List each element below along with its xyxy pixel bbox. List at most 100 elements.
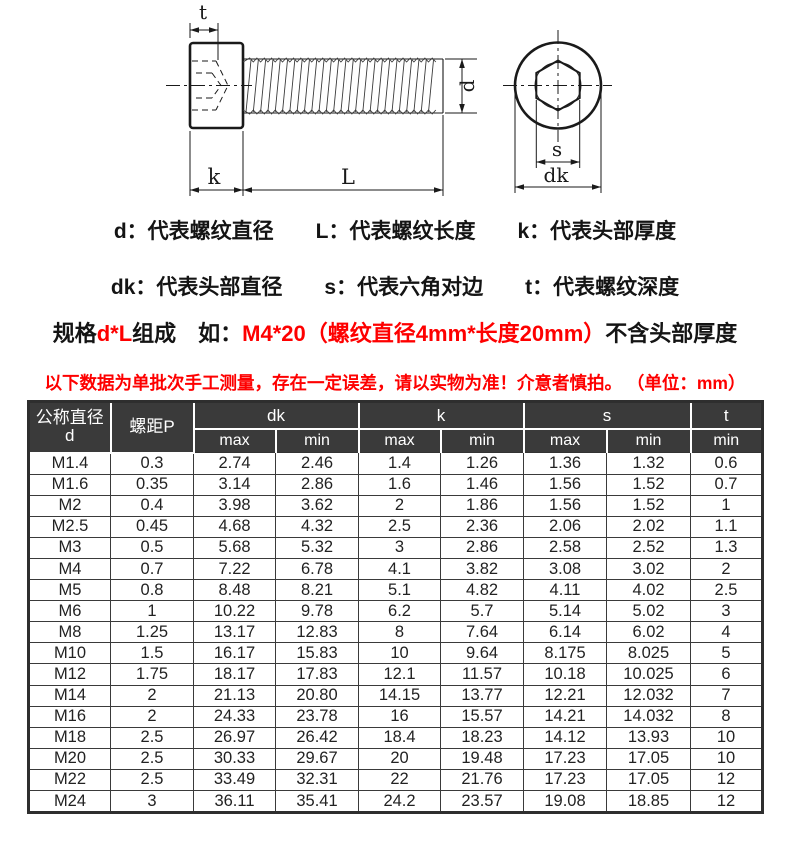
legend-item-k: k：代表头部厚度 bbox=[517, 215, 676, 245]
table-cell: 3.08 bbox=[524, 558, 607, 579]
table-cell: 2 bbox=[691, 558, 763, 579]
table-cell: 8.21 bbox=[276, 580, 359, 601]
spec-segment: M4*20（螺纹直径4mm*长度20mm） bbox=[242, 321, 605, 346]
table-cell: 2 bbox=[359, 495, 441, 516]
table-cell: 2 bbox=[111, 685, 194, 706]
table-cell: M14 bbox=[29, 685, 111, 706]
sub-header-s-max: max bbox=[524, 429, 607, 453]
table-cell: 17.05 bbox=[607, 748, 691, 769]
table-cell: 11.57 bbox=[441, 664, 524, 685]
table-cell: 5 bbox=[691, 643, 763, 664]
legend-item-d: d：代表螺纹直径 bbox=[114, 215, 274, 245]
table-cell: 10 bbox=[691, 727, 763, 748]
sub-header-k-max: max bbox=[359, 429, 441, 453]
table-cell: M18 bbox=[29, 727, 111, 748]
table-row: M202.530.3329.672019.4817.2317.0510 bbox=[29, 748, 763, 769]
table-row: M182.526.9726.4218.418.2314.1213.9310 bbox=[29, 727, 763, 748]
table-cell: 8 bbox=[359, 622, 441, 643]
table-cell: 10.025 bbox=[607, 664, 691, 685]
table-row: M1.60.353.142.861.61.461.561.520.7 bbox=[29, 474, 763, 495]
table-cell: 17.83 bbox=[276, 664, 359, 685]
table-cell: 36.11 bbox=[194, 791, 276, 813]
table-cell: 1.36 bbox=[524, 453, 607, 475]
table-cell: 16 bbox=[359, 706, 441, 727]
table-cell: 1.86 bbox=[441, 495, 524, 516]
dimension-t: t bbox=[190, 0, 218, 60]
col-header-nominal-diameter: 公称直径 d bbox=[29, 402, 111, 453]
table-cell: M8 bbox=[29, 622, 111, 643]
table-cell: 13.93 bbox=[607, 727, 691, 748]
table-cell: 23.78 bbox=[276, 706, 359, 727]
table-cell: 5.02 bbox=[607, 601, 691, 622]
table-cell: 0.5 bbox=[111, 537, 194, 558]
table-cell: 8.175 bbox=[524, 643, 607, 664]
sub-header-s-min: min bbox=[607, 429, 691, 453]
table-cell: 12 bbox=[691, 791, 763, 813]
table-cell: 2.86 bbox=[441, 537, 524, 558]
table-cell: 1.56 bbox=[524, 474, 607, 495]
table-cell: 7.22 bbox=[194, 558, 276, 579]
table-cell: M2.5 bbox=[29, 516, 111, 537]
table-cell: 21.76 bbox=[441, 769, 524, 790]
table-cell: 8 bbox=[691, 706, 763, 727]
legend-item-s: s：代表六角对边 bbox=[324, 271, 483, 301]
table-cell: 8.48 bbox=[194, 580, 276, 601]
spec-segment: 规格 bbox=[53, 321, 97, 346]
table-row: M30.55.685.3232.862.582.521.3 bbox=[29, 537, 763, 558]
table-row: M40.77.226.784.13.823.083.022 bbox=[29, 558, 763, 579]
table-cell: 6.78 bbox=[276, 558, 359, 579]
table-cell: 1.52 bbox=[607, 495, 691, 516]
screw-technical-drawing: t d k L bbox=[0, 0, 790, 210]
table-cell: 4.32 bbox=[276, 516, 359, 537]
table-cell: 1.1 bbox=[691, 516, 763, 537]
table-cell: 3 bbox=[691, 601, 763, 622]
table-cell: 1.52 bbox=[607, 474, 691, 495]
table-cell: 17.23 bbox=[524, 748, 607, 769]
table-cell: 3.62 bbox=[276, 495, 359, 516]
dim-label-L: L bbox=[341, 165, 355, 189]
col-header-nominal-diameter-text: 公称直径 bbox=[30, 409, 110, 428]
table-cell: 14.15 bbox=[359, 685, 441, 706]
table-row: M20.43.983.6221.861.561.521 bbox=[29, 495, 763, 516]
table-cell: 19.08 bbox=[524, 791, 607, 813]
table-cell: 3.82 bbox=[441, 558, 524, 579]
table-cell: M5 bbox=[29, 580, 111, 601]
table-cell: 6 bbox=[691, 664, 763, 685]
table-cell: 18.85 bbox=[607, 791, 691, 813]
table-cell: 2.5 bbox=[111, 748, 194, 769]
table-cell: 32.31 bbox=[276, 769, 359, 790]
table-cell: 2.5 bbox=[111, 769, 194, 790]
table-cell: 2.46 bbox=[276, 453, 359, 475]
table-row: M14221.1320.8014.1513.7712.2112.0327 bbox=[29, 685, 763, 706]
table-cell: 5.68 bbox=[194, 537, 276, 558]
legend-line-2: dk：代表头部直径 s：代表六角对边 t：代表螺纹深度 bbox=[0, 271, 790, 301]
sub-header-t-min: min bbox=[691, 429, 763, 453]
spec-segment: 组成 如： bbox=[132, 321, 242, 346]
spec-line: 规格d*L组成 如：M4*20（螺纹直径4mm*长度20mm）不含头部厚度 bbox=[0, 316, 790, 348]
table-cell: 3.14 bbox=[194, 474, 276, 495]
table-cell: 1.46 bbox=[441, 474, 524, 495]
sub-header-dk-max: max bbox=[194, 429, 276, 453]
table-cell: 1.6 bbox=[359, 474, 441, 495]
table-cell: 35.41 bbox=[276, 791, 359, 813]
table-cell: 23.57 bbox=[441, 791, 524, 813]
table-cell: 0.4 bbox=[111, 495, 194, 516]
dimension-d: d bbox=[445, 59, 479, 113]
group-header-s: s bbox=[524, 402, 691, 430]
table-cell: 26.42 bbox=[276, 727, 359, 748]
table-cell: 1.4 bbox=[359, 453, 441, 475]
table-cell: 2.06 bbox=[524, 516, 607, 537]
table-cell: 0.6 bbox=[691, 453, 763, 475]
table-cell: M1.6 bbox=[29, 474, 111, 495]
table-cell: 12.21 bbox=[524, 685, 607, 706]
table-cell: 17.05 bbox=[607, 769, 691, 790]
table-cell: 10.22 bbox=[194, 601, 276, 622]
table-cell: M24 bbox=[29, 791, 111, 813]
col-header-pitch: 螺距P bbox=[111, 402, 194, 453]
table-cell: 4 bbox=[691, 622, 763, 643]
table-cell: 8.025 bbox=[607, 643, 691, 664]
measurement-notice: 以下数据为单批次手工测量，存在一定误差，请以实物为准！介意者慎拍。 （单位：mm… bbox=[0, 370, 790, 395]
table-cell: 1.25 bbox=[111, 622, 194, 643]
table-cell: 0.35 bbox=[111, 474, 194, 495]
table-row: M101.516.1715.83109.648.1758.0255 bbox=[29, 643, 763, 664]
